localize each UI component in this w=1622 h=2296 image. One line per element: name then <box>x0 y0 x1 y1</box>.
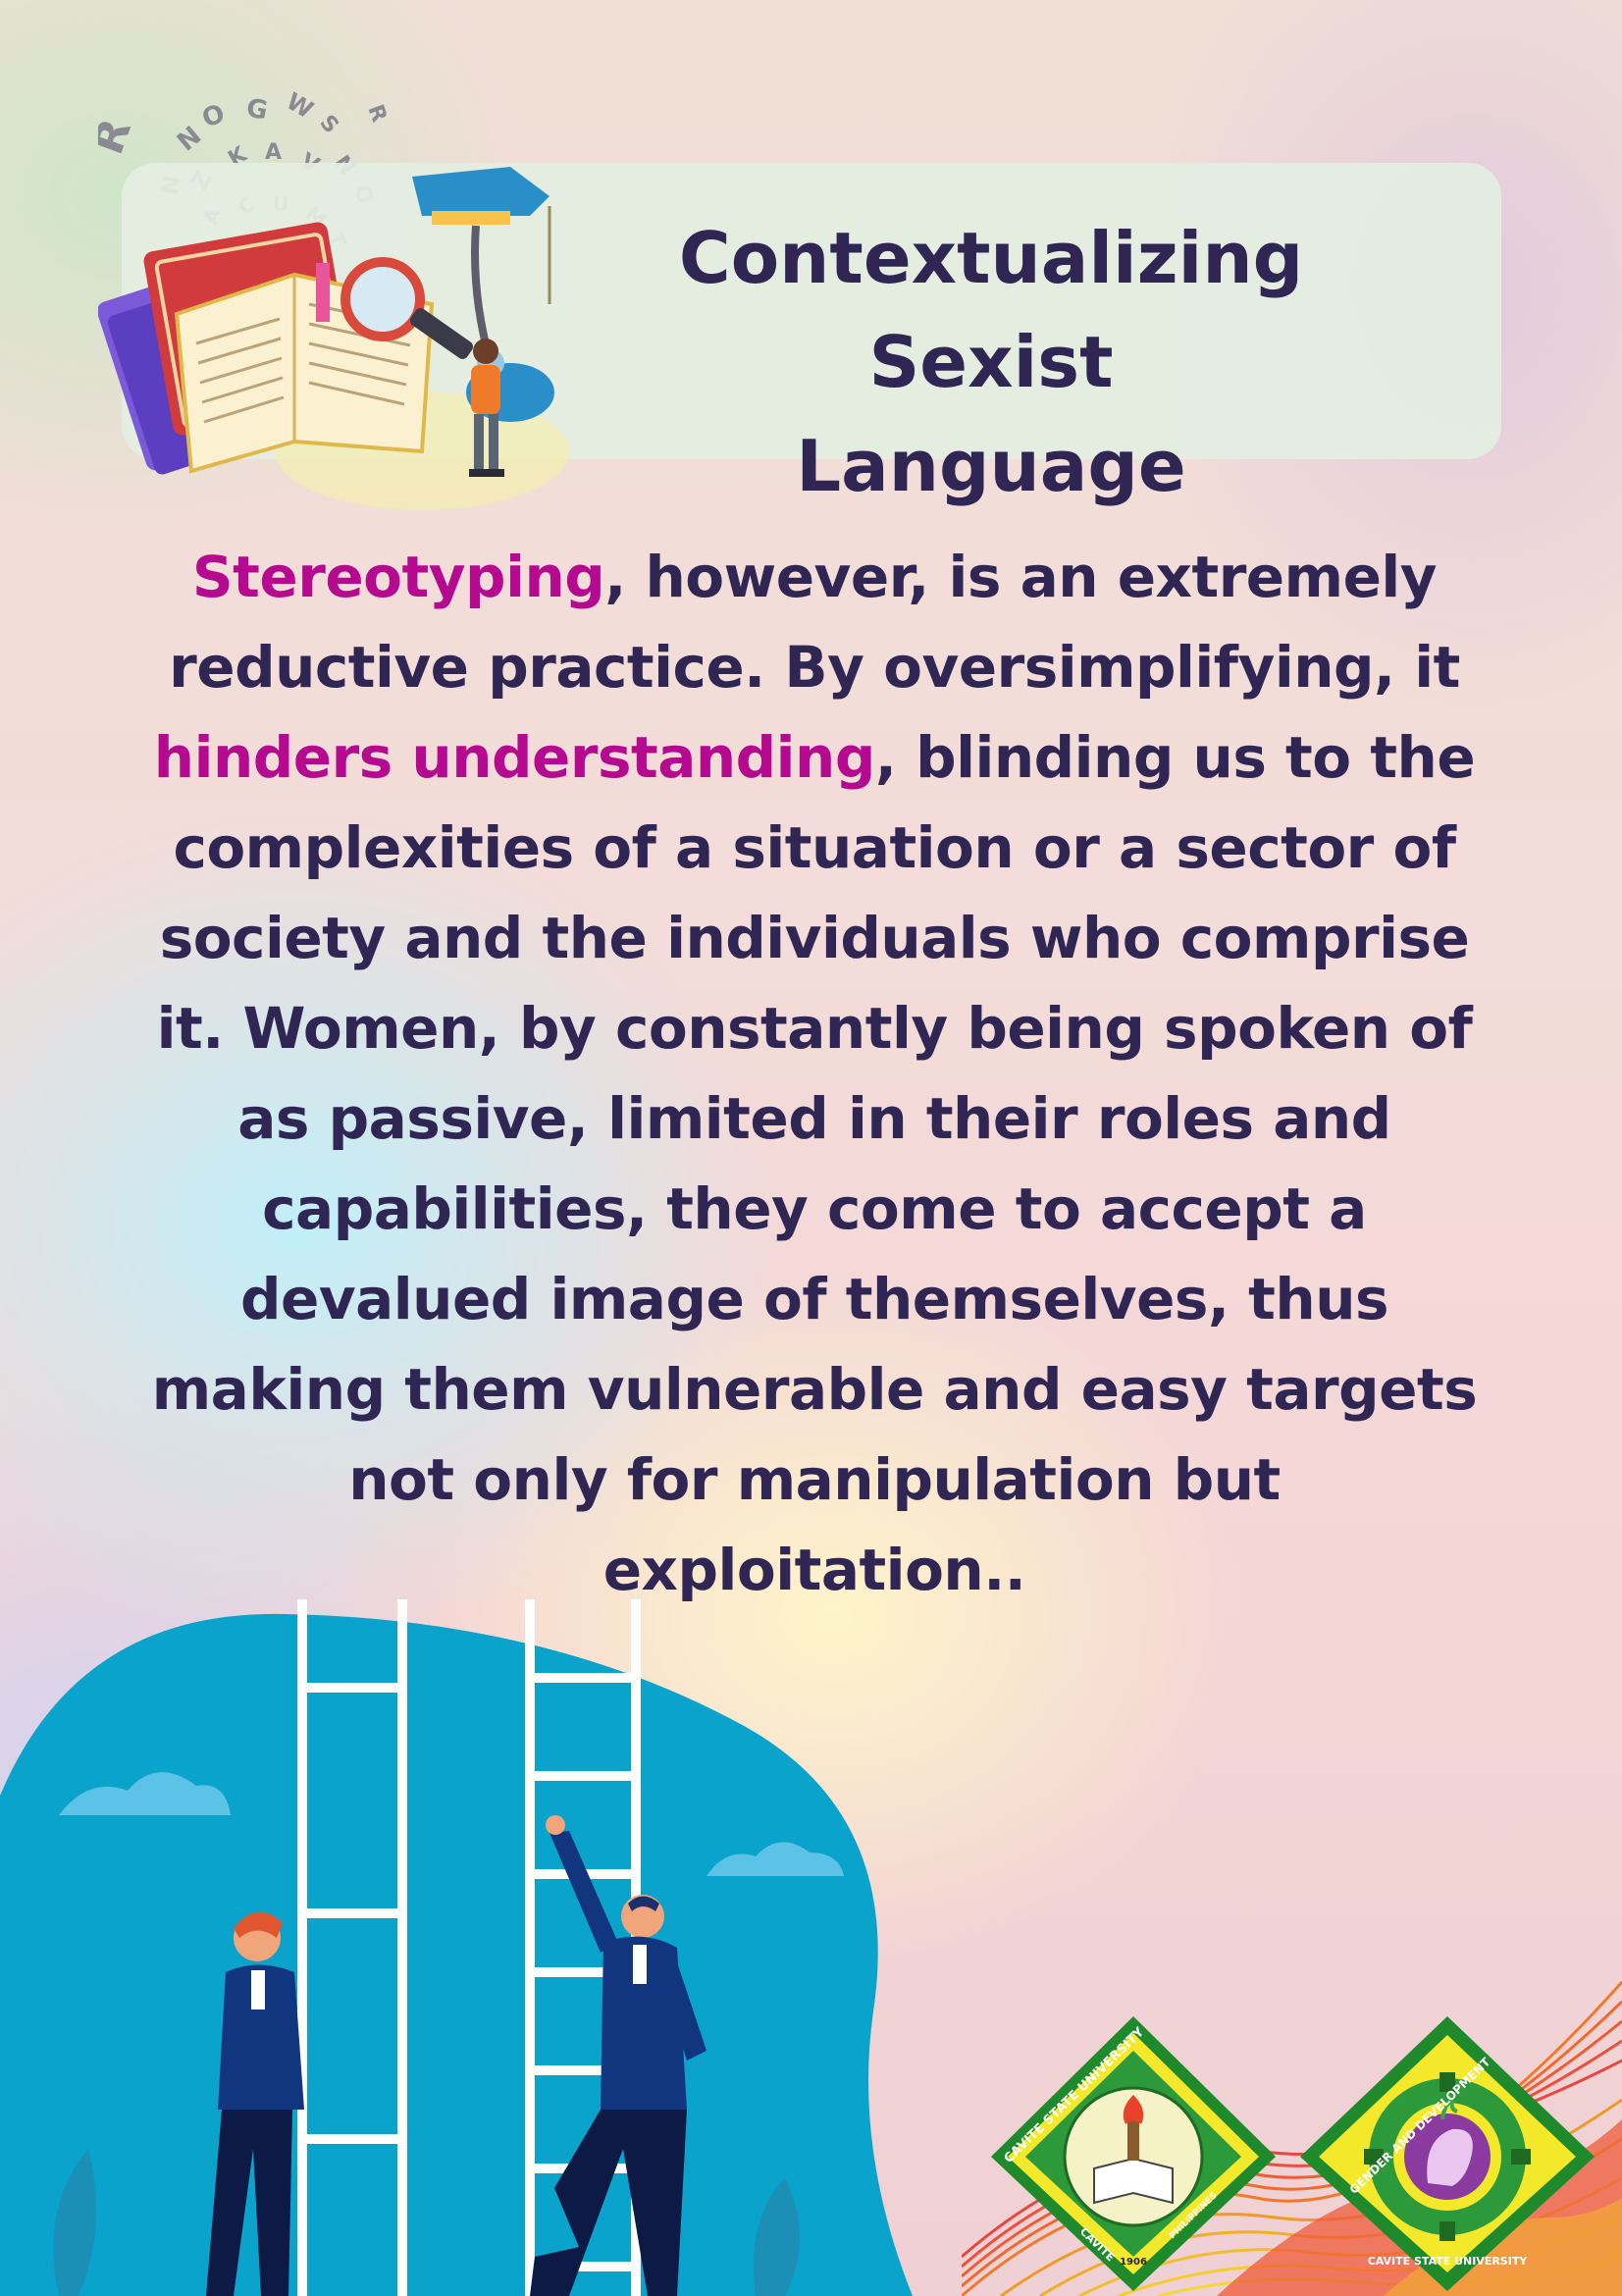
svg-text:O: O <box>198 99 229 134</box>
books-magnifier-illustration <box>98 167 569 510</box>
page-title: Contextualizing Sexist Language <box>549 206 1433 518</box>
title-line-1: Contextualizing Sexist <box>678 217 1304 403</box>
gad-bottom-text: CAVITE STATE UNIVERSITY <box>1368 2255 1529 2268</box>
svg-text:A: A <box>265 140 282 165</box>
cvsu-year: 1906 <box>1120 2257 1147 2268</box>
svg-text:G: G <box>244 93 270 126</box>
svg-text:N: N <box>172 121 207 157</box>
body-text-part-1: , however, is an extremely reductive pra… <box>169 544 1460 701</box>
body-text-part-2: , blinding us to the complexities of a s… <box>151 724 1478 1603</box>
highlight-hinders-understanding: hinders understanding <box>153 724 876 791</box>
ladder-climbers-illustration <box>0 1599 913 2296</box>
svg-text:W: W <box>282 87 318 124</box>
title-line-2: Language <box>796 425 1186 507</box>
highlight-stereotyping: Stereotyping <box>191 544 605 610</box>
cvsu-logo: CAVITE STATE UNIVERSITY CAVITE PHILIPPIN… <box>991 2016 1276 2291</box>
svg-text:S: S <box>314 111 342 138</box>
svg-text:R: R <box>98 112 141 160</box>
gad-logo: GENDER AND DEVELOPMENT CAVITE STATE UNIV… <box>1300 2016 1595 2291</box>
body-paragraph: Stereotyping, however, is an extremely r… <box>137 532 1491 1615</box>
svg-text:R: R <box>362 102 391 127</box>
